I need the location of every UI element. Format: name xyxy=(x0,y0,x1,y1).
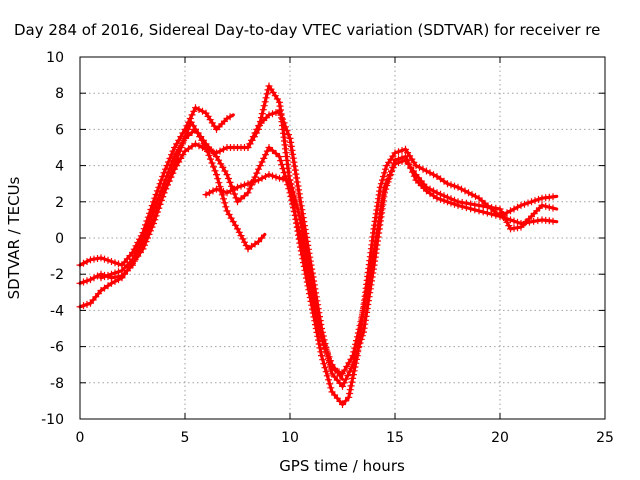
x-axis-label: GPS time / hours xyxy=(279,457,405,475)
x-tick-label: 10 xyxy=(281,430,299,446)
axis-ticks xyxy=(79,56,606,420)
series-markers xyxy=(97,125,344,380)
x-tick-label: 15 xyxy=(386,430,404,446)
y-tick-label: -6 xyxy=(50,340,64,356)
y-tick-label: 0 xyxy=(55,231,64,247)
y-tick-label: -2 xyxy=(50,267,64,283)
x-tick-label: 0 xyxy=(76,430,85,446)
y-tick-labels: -10 -8 -6 -4 -2 0 2 4 6 8 10 xyxy=(41,50,64,428)
series-line xyxy=(78,84,559,407)
x-tick-label: 20 xyxy=(491,430,509,446)
series-markers xyxy=(76,104,234,269)
y-tick-label: -4 xyxy=(50,303,64,319)
series-2 xyxy=(76,104,235,269)
series-3 xyxy=(76,82,559,408)
series-line xyxy=(78,106,235,267)
x-tick-labels: 0 5 10 15 20 25 xyxy=(76,430,614,446)
x-tick-label: 25 xyxy=(596,430,614,446)
series-6 xyxy=(97,125,345,381)
y-tick-label: -8 xyxy=(50,376,64,392)
y-tick-label: -10 xyxy=(41,412,64,428)
x-tick-label: 5 xyxy=(181,430,190,446)
chart-title: Day 284 of 2016, Sidereal Day-to-day VTE… xyxy=(14,21,600,39)
y-tick-label: 10 xyxy=(46,50,64,66)
series-markers xyxy=(76,82,557,408)
y-tick-label: 4 xyxy=(55,159,64,175)
y-tick-label: 6 xyxy=(55,122,64,138)
grid-lines xyxy=(80,57,605,419)
y-tick-label: 8 xyxy=(55,86,64,102)
y-axis-label: SDTVAR / TECUs xyxy=(5,176,23,299)
data-series xyxy=(76,82,559,408)
y-tick-label: 2 xyxy=(55,195,64,211)
